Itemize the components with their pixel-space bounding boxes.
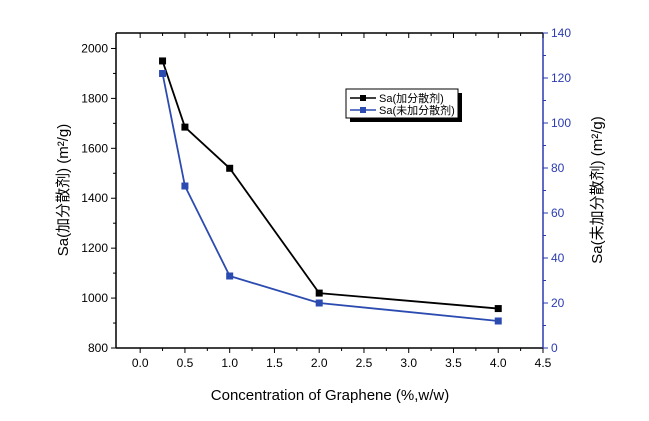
y-left-tick-label: 2000 [81, 41, 108, 55]
y-right-tick-label: 100 [551, 116, 571, 130]
data-point-1 [494, 317, 502, 325]
data-point-0 [494, 305, 502, 313]
y-right-tick-label: 60 [551, 206, 565, 220]
y-left-tick-label: 1400 [81, 191, 108, 205]
x-tick-label: 0.0 [132, 356, 149, 370]
y-right-axis-label: Sa(未加分散剂) (m²/g) [589, 116, 606, 264]
legend-label-0: Sa(加分散剂) [379, 91, 444, 105]
data-point-1 [159, 70, 167, 77]
legend-marker-0 [360, 95, 366, 101]
data-point-1 [315, 299, 323, 307]
y-left-tick-label: 1000 [81, 291, 108, 305]
legend: Sa(加分散剂)Sa(未加分散剂) [345, 88, 462, 122]
x-tick-label: 1.5 [266, 356, 283, 370]
legend-marker-1 [360, 107, 366, 113]
y-left-tick-label: 1600 [81, 141, 108, 155]
legend-label-1: Sa(未加分散剂) [379, 103, 455, 117]
data-point-1 [226, 272, 234, 280]
x-tick-label: 4.0 [490, 356, 507, 370]
x-tick-label: 4.5 [535, 356, 552, 370]
y-left-tick-label: 800 [88, 341, 108, 355]
y-left-tick-label: 1200 [81, 241, 108, 255]
data-point-0 [159, 57, 167, 65]
x-tick-label: 1.0 [221, 356, 238, 370]
data-point-1 [181, 182, 189, 190]
y-left-tick-label: 1800 [81, 91, 108, 105]
x-tick-label: 3.5 [445, 356, 462, 370]
data-point-0 [226, 164, 234, 172]
x-axis-label: Concentration of Graphene (%,w/w) [211, 387, 449, 404]
y-right-tick-label: 40 [551, 251, 565, 265]
x-tick-label: 2.0 [311, 356, 328, 370]
data-point-0 [181, 123, 189, 131]
x-tick-label: 0.5 [177, 356, 194, 370]
x-tick-label: 2.5 [356, 356, 373, 370]
data-point-0 [315, 289, 323, 297]
y-right-tick-label: 0 [551, 341, 558, 355]
x-tick-label: 3.0 [400, 356, 417, 370]
y-right-tick-label: 20 [551, 296, 565, 310]
y-right-tick-label: 140 [551, 26, 571, 40]
y-right-tick-label: 80 [551, 161, 565, 175]
y-left-axis-label: Sa(加分散剂) (m²/g) [55, 124, 72, 257]
y-right-tick-label: 120 [551, 71, 571, 85]
